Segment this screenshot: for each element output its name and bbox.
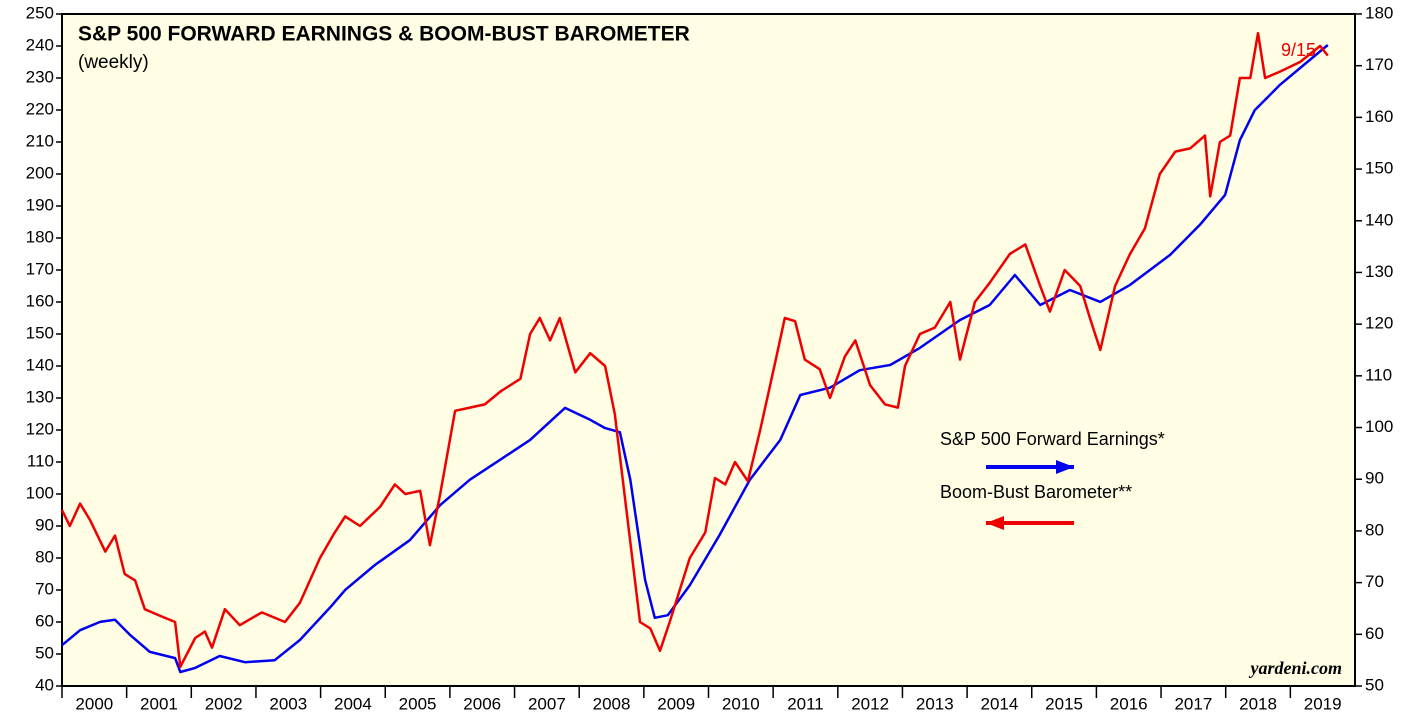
y-tick-label: 240 bbox=[26, 35, 54, 54]
y2-tick-label: 100 bbox=[1365, 417, 1393, 436]
y-tick-label: 250 bbox=[26, 3, 54, 22]
y2-tick-label: 120 bbox=[1365, 314, 1393, 333]
x-tick-label: 2018 bbox=[1239, 694, 1277, 713]
legend-label: Boom-Bust Barometer** bbox=[940, 482, 1132, 502]
plot-area bbox=[61, 13, 1356, 687]
x-tick-label: 2000 bbox=[75, 694, 113, 713]
y2-tick-label: 160 bbox=[1365, 107, 1393, 126]
y2-tick-label: 80 bbox=[1365, 520, 1384, 539]
legend-arrow-head bbox=[1056, 460, 1074, 474]
y2-tick-label: 150 bbox=[1365, 159, 1393, 178]
y-tick-label: 230 bbox=[26, 67, 54, 86]
y2-tick-label: 170 bbox=[1365, 55, 1393, 74]
y2-tick-label: 110 bbox=[1365, 365, 1392, 384]
x-tick-label: 2012 bbox=[851, 694, 889, 713]
x-tick-label: 2008 bbox=[593, 694, 631, 713]
x-tick-label: 2003 bbox=[269, 694, 307, 713]
y-tick-label: 170 bbox=[26, 259, 54, 278]
y-tick-label: 200 bbox=[26, 163, 54, 182]
y-tick-label: 60 bbox=[35, 611, 54, 630]
y-tick-label: 50 bbox=[35, 643, 54, 662]
chart-title: S&P 500 FORWARD EARNINGS & BOOM-BUST BAR… bbox=[78, 23, 690, 46]
x-tick-label: 2019 bbox=[1304, 694, 1342, 713]
x-tick-label: 2011 bbox=[787, 694, 824, 713]
x-tick-label: 2013 bbox=[916, 694, 954, 713]
x-tick-label: 2006 bbox=[463, 694, 501, 713]
y-tick-label: 80 bbox=[35, 547, 54, 566]
y-tick-label: 160 bbox=[26, 291, 54, 310]
y2-tick-label: 70 bbox=[1365, 572, 1384, 591]
y-tick-label: 70 bbox=[35, 579, 54, 598]
y-tick-label: 190 bbox=[26, 195, 54, 214]
y2-tick-label: 140 bbox=[1365, 210, 1393, 229]
y2-tick-label: 180 bbox=[1365, 3, 1393, 22]
y2-tick-label: 90 bbox=[1365, 469, 1384, 488]
y-tick-label: 220 bbox=[26, 99, 54, 118]
x-tick-label: 2017 bbox=[1174, 694, 1212, 713]
x-tick-label: 2002 bbox=[205, 694, 243, 713]
x-tick-label: 2001 bbox=[140, 694, 178, 713]
x-tick-label: 2014 bbox=[981, 694, 1019, 713]
x-tick-label: 2010 bbox=[722, 694, 760, 713]
y-tick-label: 150 bbox=[26, 323, 54, 342]
x-tick-label: 2015 bbox=[1045, 694, 1083, 713]
annotation: 9/15 bbox=[1281, 40, 1316, 60]
y-tick-label: 40 bbox=[35, 675, 54, 694]
x-tick-label: 2016 bbox=[1110, 694, 1148, 713]
y-tick-label: 120 bbox=[26, 419, 54, 438]
series-line bbox=[61, 44, 1329, 674]
series-line bbox=[60, 31, 1329, 669]
y-tick-label: 210 bbox=[26, 131, 54, 150]
y-tick-label: 180 bbox=[26, 227, 54, 246]
x-tick-label: 2005 bbox=[399, 694, 437, 713]
y-tick-label: 90 bbox=[35, 515, 54, 534]
y-tick-label: 110 bbox=[27, 451, 54, 470]
legend-arrow-head bbox=[986, 516, 1004, 530]
y2-tick-label: 50 bbox=[1365, 675, 1384, 694]
x-tick-label: 2009 bbox=[657, 694, 695, 713]
x-tick-label: 2004 bbox=[334, 694, 372, 713]
y2-tick-label: 60 bbox=[1365, 624, 1384, 643]
x-tick-label: 2007 bbox=[528, 694, 566, 713]
y-tick-label: 100 bbox=[26, 483, 54, 502]
y2-tick-label: 130 bbox=[1365, 262, 1393, 281]
legend-label: S&P 500 Forward Earnings* bbox=[940, 429, 1165, 449]
y-tick-label: 130 bbox=[26, 387, 54, 406]
y-tick-label: 140 bbox=[26, 355, 54, 374]
chart-subtitle: (weekly) bbox=[78, 52, 149, 73]
source: yardeni.com bbox=[1249, 658, 1343, 678]
